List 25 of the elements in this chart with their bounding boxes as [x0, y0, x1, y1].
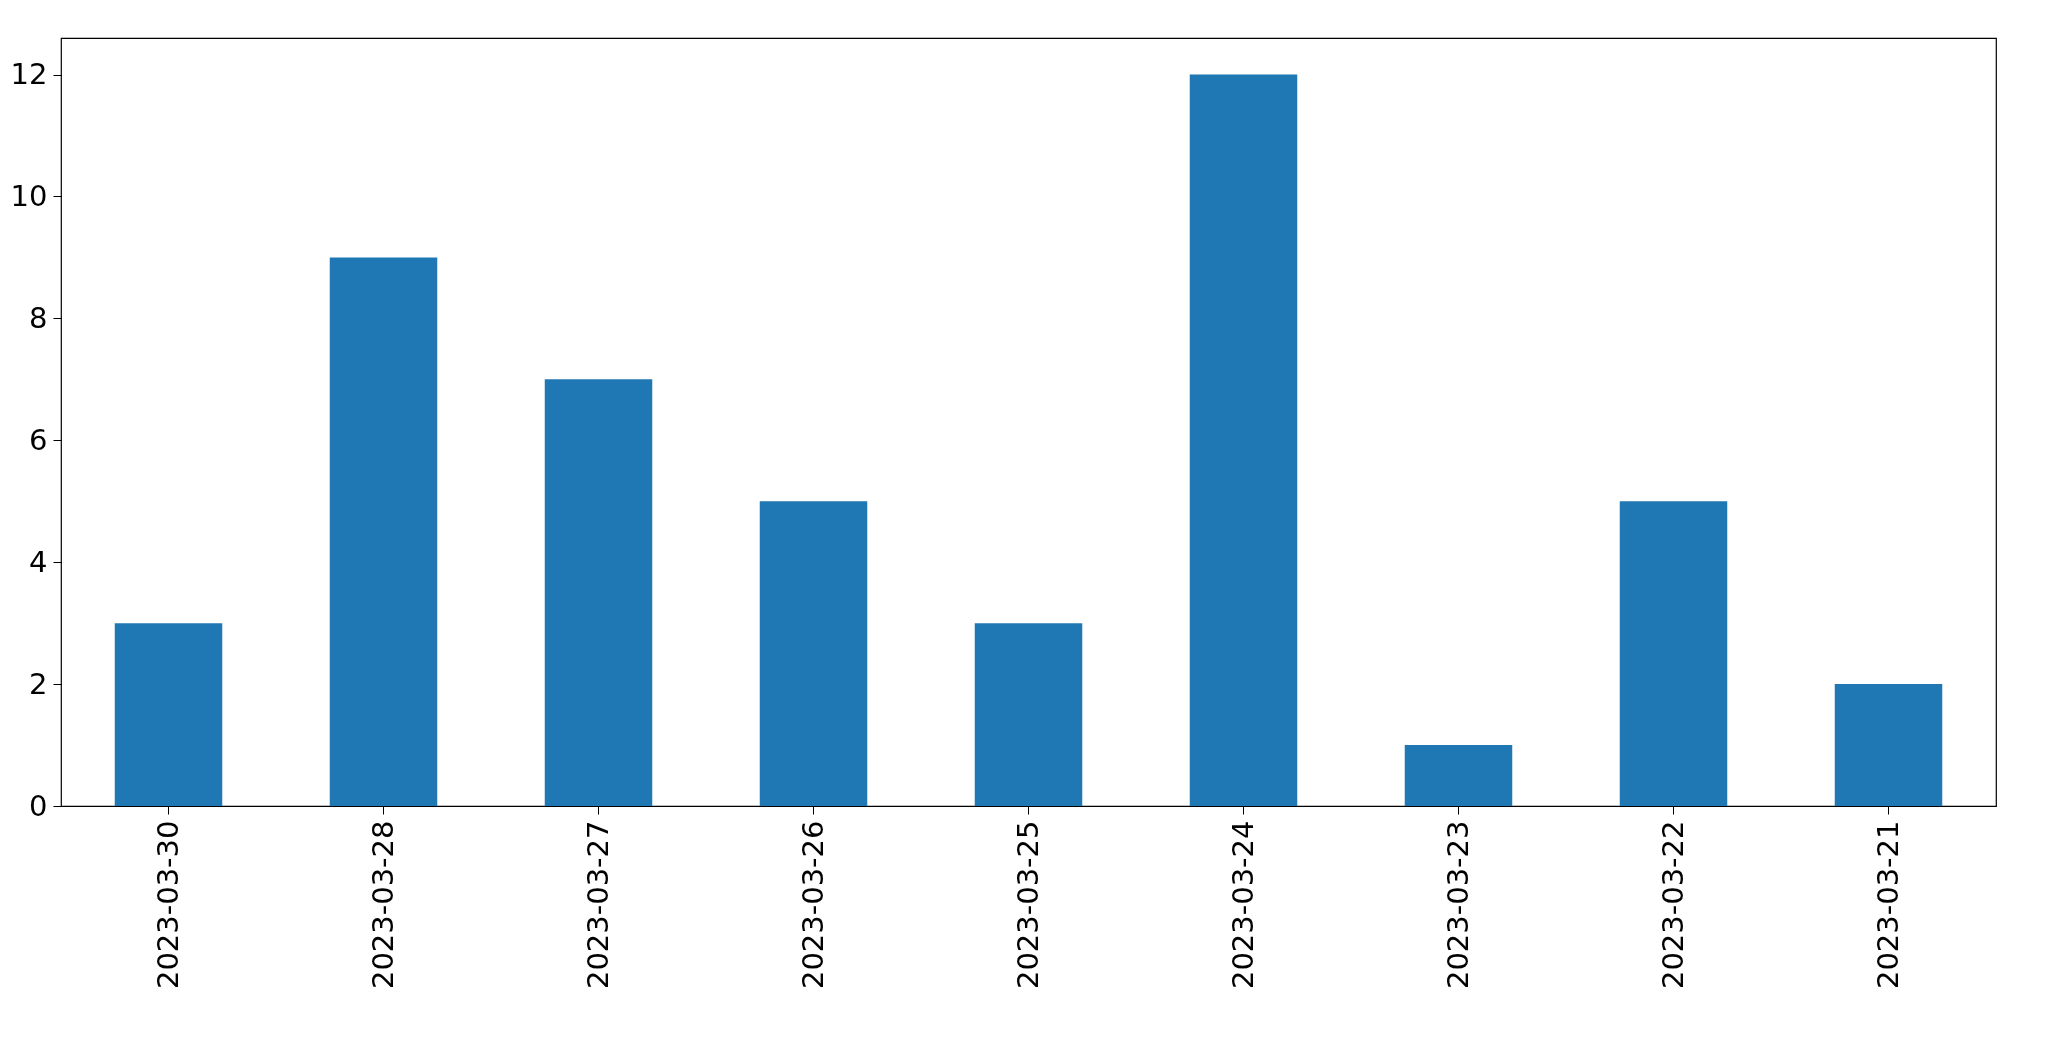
x-tick-label: 2023-03-26: [795, 820, 830, 990]
x-tick-label: 2023-03-22: [1655, 820, 1690, 990]
y-tick-label: 12: [10, 57, 48, 92]
bar: [544, 379, 653, 806]
bar: [1189, 74, 1298, 806]
x-tick-label: 2023-03-30: [150, 820, 185, 990]
bar: [974, 623, 1083, 806]
x-tick-label: 2023-03-21: [1870, 820, 1905, 990]
y-tick-label: 8: [29, 300, 48, 335]
bar: [114, 623, 223, 806]
y-tick-label: 6: [29, 422, 48, 457]
bar: [1834, 684, 1943, 806]
x-tick-label: 2023-03-23: [1440, 820, 1475, 990]
y-tick-label: 2: [29, 666, 48, 701]
bar: [759, 501, 868, 806]
bar: [1404, 745, 1513, 806]
x-tick-label: 2023-03-28: [365, 820, 400, 990]
x-tick-label: 2023-03-25: [1010, 820, 1045, 990]
bar: [329, 257, 438, 806]
x-tick-label: 2023-03-24: [1225, 820, 1260, 990]
x-tick-label: 2023-03-27: [580, 820, 615, 990]
y-tick-label: 0: [29, 788, 48, 823]
y-tick-label: 4: [29, 544, 48, 579]
y-tick-label: 10: [10, 178, 48, 213]
bar: [1619, 501, 1728, 806]
